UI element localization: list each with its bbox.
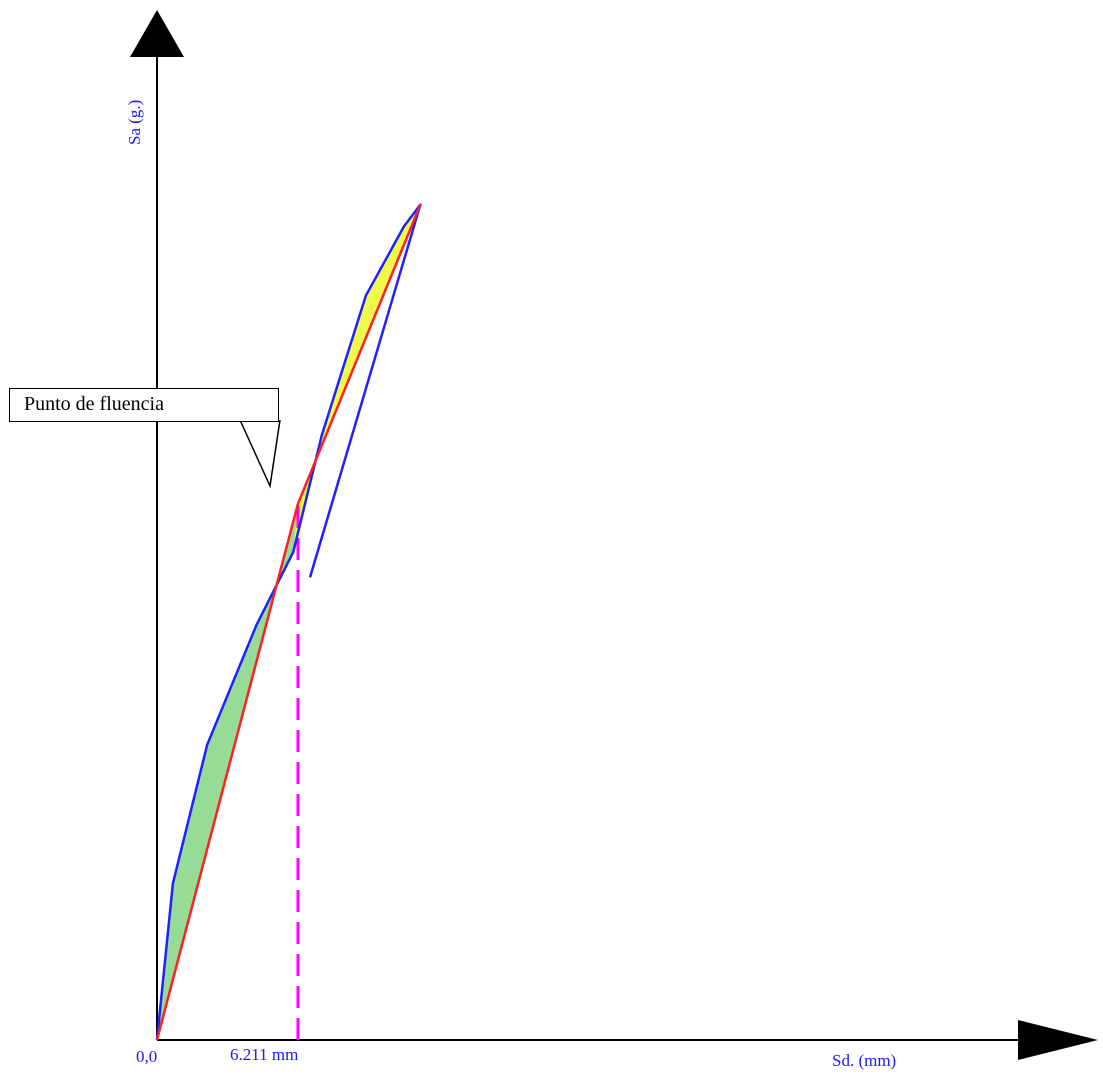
area-fill-yellow <box>293 204 421 553</box>
series-group <box>155 203 422 1041</box>
annotation-pointer-line <box>239 419 281 489</box>
axis-labels: 0,0 6.211 mm Sd. (mm) Sa (g.) <box>125 100 896 1070</box>
bilinear-line <box>155 204 422 1041</box>
x-axis-arrow <box>1018 1020 1098 1060</box>
x-tick-label: 6.211 mm <box>230 1045 298 1064</box>
yield-point-annotation: Punto de fluencia <box>9 388 279 422</box>
area-fill-green <box>157 204 421 1041</box>
axes <box>130 10 1098 1060</box>
capacity-curve-line <box>155 203 422 1041</box>
y-axis-arrow <box>130 10 184 57</box>
origin-label: 0,0 <box>136 1047 157 1066</box>
y-axis-label: Sa (g.) <box>125 100 144 145</box>
area-fills <box>157 204 421 1041</box>
x-axis-label: Sd. (mm) <box>832 1051 896 1070</box>
annotation-pointer <box>239 419 281 489</box>
